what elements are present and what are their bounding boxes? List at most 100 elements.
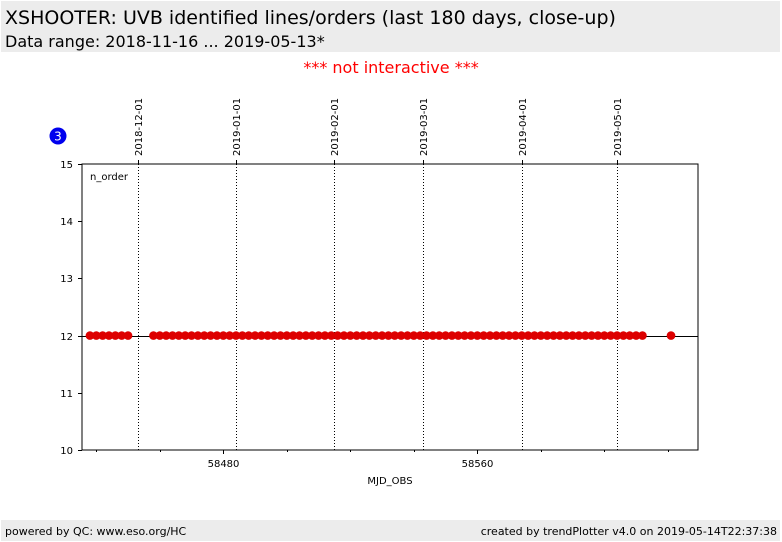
data-point — [371, 331, 381, 340]
data-point — [511, 331, 520, 340]
data-point — [218, 331, 228, 340]
data-point — [453, 331, 463, 340]
header-bar: XSHOOTER: UVB identified lines/orders (l… — [1, 1, 780, 52]
data-point — [288, 331, 298, 340]
data-point — [631, 331, 641, 340]
badge[interactable]: 3 — [49, 127, 67, 145]
page-title: XSHOOTER: UVB identified lines/orders (l… — [5, 7, 616, 29]
data-point — [434, 331, 444, 340]
data-point — [339, 331, 349, 340]
y-tick-label: 10 — [60, 446, 73, 457]
data-point — [549, 331, 558, 340]
data-point — [212, 331, 222, 340]
data-point — [606, 331, 615, 340]
data-point — [91, 331, 101, 340]
data-point — [174, 331, 184, 340]
data-point — [168, 331, 177, 340]
data-point — [600, 331, 609, 340]
data-point — [568, 331, 577, 340]
badge-label: 3 — [54, 130, 62, 144]
data-point — [492, 331, 501, 340]
data-point — [352, 331, 361, 340]
data-point — [238, 331, 247, 340]
data-point — [561, 331, 571, 340]
data-point — [257, 331, 266, 340]
data-point — [301, 331, 311, 340]
data-point — [580, 331, 590, 340]
data-point — [536, 331, 546, 340]
data-point — [161, 331, 171, 340]
data-point — [326, 331, 336, 340]
data-point — [441, 331, 450, 340]
date-marker-label: 2019-04-01 — [518, 98, 529, 156]
data-point — [187, 331, 196, 340]
data-point — [244, 331, 254, 340]
data-point — [409, 331, 419, 340]
data-point — [638, 331, 647, 340]
y-tick-label: 15 — [60, 160, 73, 171]
data-point — [225, 331, 234, 340]
data-point — [180, 331, 190, 340]
x-tick-label: 58560 — [462, 459, 494, 470]
data-point — [117, 331, 126, 340]
data-point — [593, 331, 603, 340]
data-point — [555, 331, 565, 340]
data-point — [523, 331, 533, 340]
data-point — [320, 331, 330, 340]
data-point — [428, 331, 438, 340]
data-point — [314, 331, 323, 340]
data-point — [530, 331, 539, 340]
x-tick-label: 58480 — [208, 459, 240, 470]
data-point — [307, 331, 317, 340]
data-point — [365, 331, 374, 340]
data-point — [415, 331, 425, 340]
data-point — [460, 331, 469, 340]
data-point — [587, 331, 596, 340]
y-tick-label: 12 — [60, 332, 73, 343]
data-point — [377, 331, 387, 340]
data-point — [250, 331, 260, 340]
data-point — [612, 331, 622, 340]
data-point — [625, 331, 635, 340]
footer-bar: powered by QC: www.eso.org/HC created by… — [1, 520, 780, 541]
data-point — [199, 331, 209, 340]
y-tick-label: 13 — [60, 274, 73, 285]
data-point — [263, 331, 273, 340]
data-point — [466, 331, 476, 340]
data-point — [619, 331, 628, 340]
data-point — [104, 331, 114, 340]
data-point — [231, 331, 241, 340]
footer-powered-by: powered by QC: www.eso.org/HC — [5, 525, 187, 538]
data-point — [498, 331, 508, 340]
data-point — [155, 331, 165, 340]
data-point — [384, 331, 393, 340]
data-point — [390, 331, 400, 340]
date-marker-label: 2019-05-01 — [613, 98, 624, 156]
data-point — [403, 331, 412, 340]
data-point — [111, 331, 120, 340]
date-marker-label: 2019-03-01 — [419, 98, 430, 156]
data-point — [396, 331, 406, 340]
data-point — [282, 331, 292, 340]
data-range-subtitle: Data range: 2018-11-16 ... 2019-05-13* — [5, 32, 325, 51]
footer-created-by: created by trendPlotter v4.0 on 2019-05-… — [480, 525, 777, 538]
date-marker-label: 2018-12-01 — [134, 98, 145, 156]
badge-circle — [49, 127, 67, 145]
data-point — [542, 331, 552, 340]
data-point — [123, 331, 133, 340]
not-interactive-notice: *** not interactive *** — [303, 58, 479, 77]
plot-frame — [81, 163, 699, 451]
x-axis-label: MJD_OBS — [367, 476, 412, 487]
data-point — [193, 331, 203, 340]
data-point — [269, 331, 279, 340]
y-tick-label: 14 — [60, 217, 73, 228]
data-point — [447, 331, 457, 340]
data-point — [517, 331, 527, 340]
data-point — [98, 331, 107, 340]
panel-label: n_order — [90, 172, 129, 183]
data-point — [473, 331, 482, 340]
data-point — [666, 331, 676, 340]
data-point — [206, 331, 215, 340]
date-marker-label: 2019-02-01 — [330, 98, 341, 156]
